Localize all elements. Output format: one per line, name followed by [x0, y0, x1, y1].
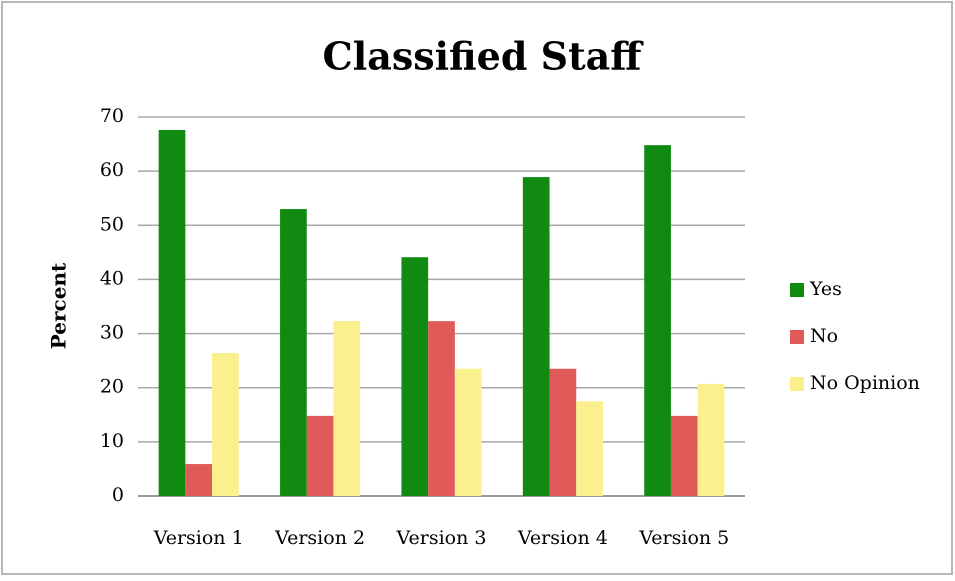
bar — [670, 415, 698, 496]
legend-label: Yes — [809, 278, 842, 300]
legend-label: No — [810, 325, 838, 347]
x-tick-label: Version 2 — [274, 527, 365, 549]
x-tick-label: Version 4 — [517, 527, 608, 549]
bar — [212, 353, 239, 496]
legend-swatch — [790, 283, 804, 297]
bar — [306, 415, 334, 496]
chart-title: Classified Staff — [323, 34, 645, 79]
legend-label: No Opinion — [810, 372, 920, 394]
y-tick-label: 20 — [100, 376, 124, 398]
y-tick-label: 10 — [100, 430, 124, 452]
bar — [522, 177, 550, 496]
y-tick-label: 40 — [100, 267, 124, 289]
y-tick-label: 30 — [100, 322, 124, 344]
legend-swatch — [790, 377, 804, 391]
bar — [401, 257, 429, 496]
y-tick-label: 70 — [100, 105, 124, 127]
x-tick-label: Version 5 — [638, 527, 729, 549]
x-tick-label: Version 1 — [153, 527, 244, 549]
bar — [644, 145, 671, 496]
bar — [454, 368, 482, 496]
bar — [549, 368, 577, 496]
x-tick-label: Version 3 — [396, 527, 487, 549]
bar — [697, 383, 725, 496]
bar — [428, 321, 455, 496]
y-tick-label: 60 — [100, 159, 124, 181]
legend-swatch — [790, 330, 804, 344]
y-tick-label: 0 — [112, 484, 124, 506]
bar — [158, 129, 186, 496]
bar — [576, 401, 603, 496]
bar — [185, 464, 213, 496]
y-axis-label: Percent — [47, 262, 71, 349]
bar — [280, 209, 307, 497]
y-tick-label: 50 — [100, 213, 124, 235]
bar — [333, 321, 361, 496]
